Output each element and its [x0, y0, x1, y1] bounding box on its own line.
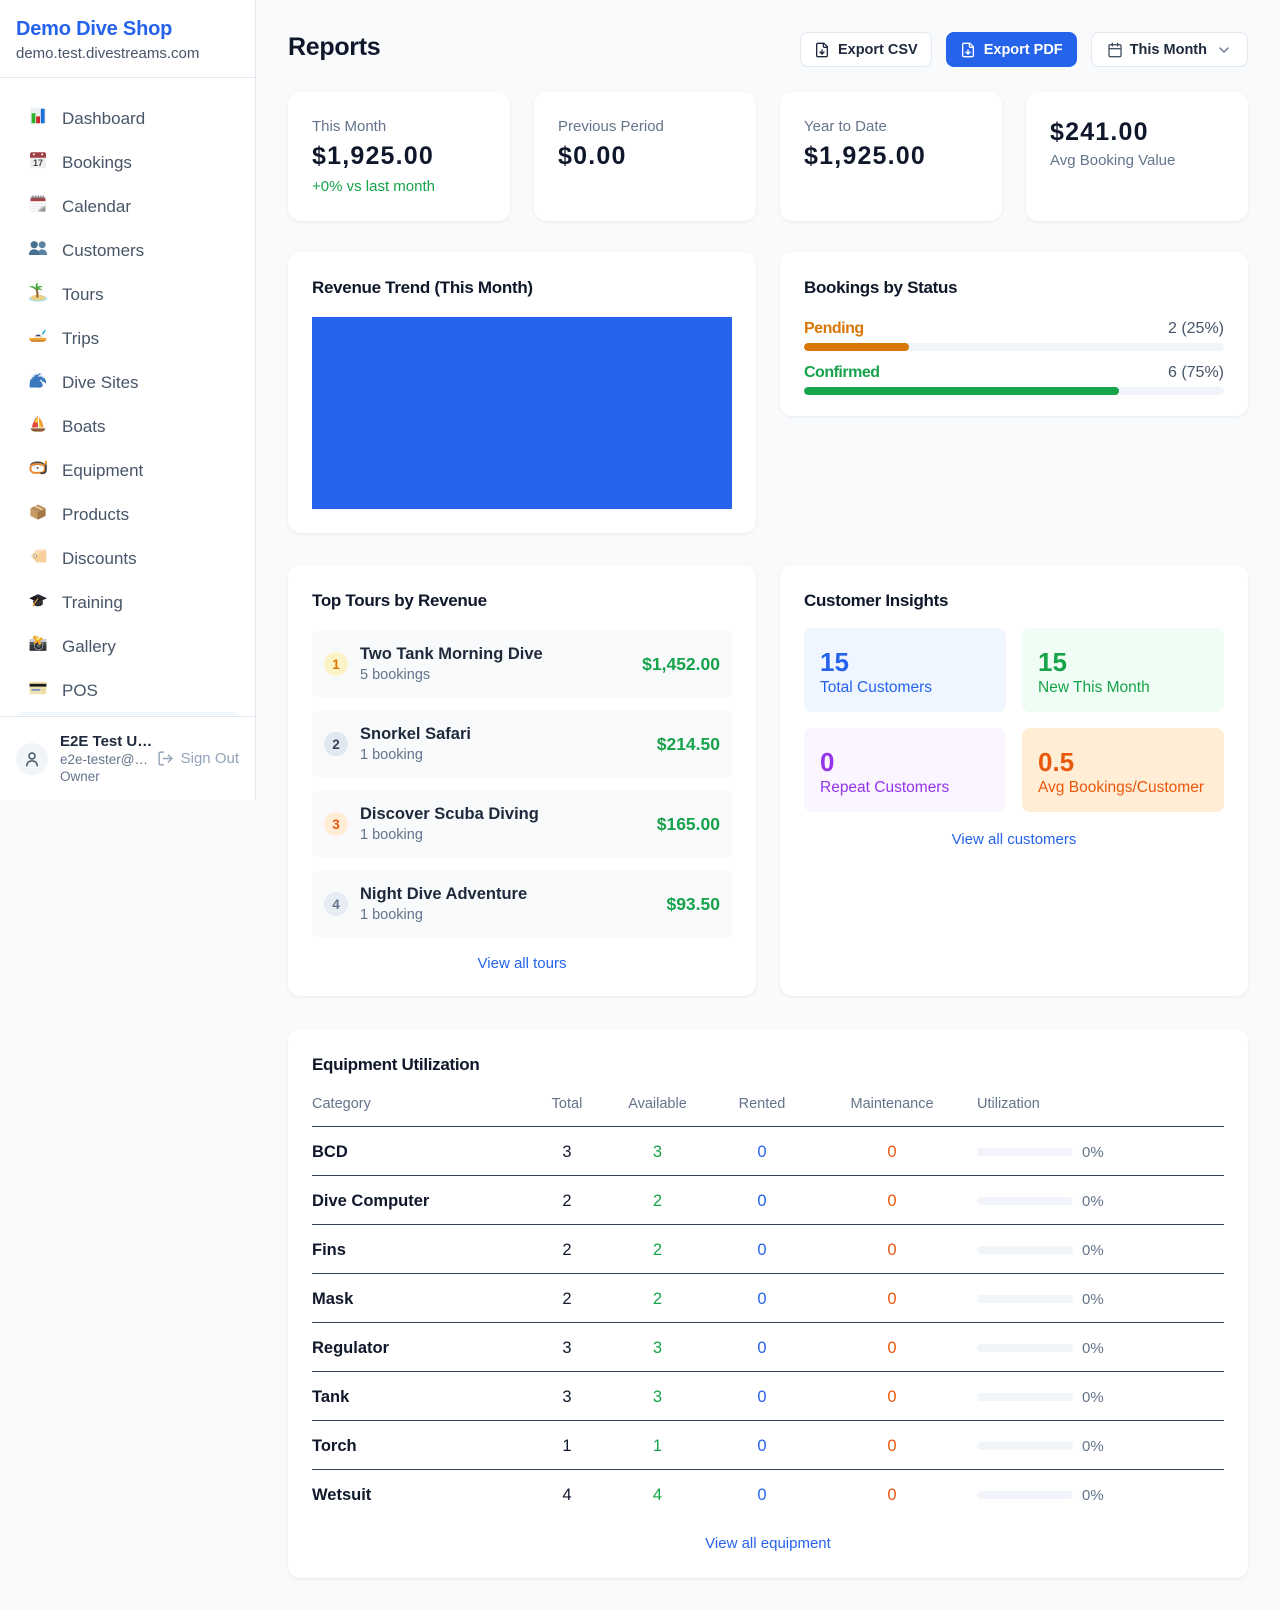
svg-text:17: 17 [33, 158, 43, 168]
